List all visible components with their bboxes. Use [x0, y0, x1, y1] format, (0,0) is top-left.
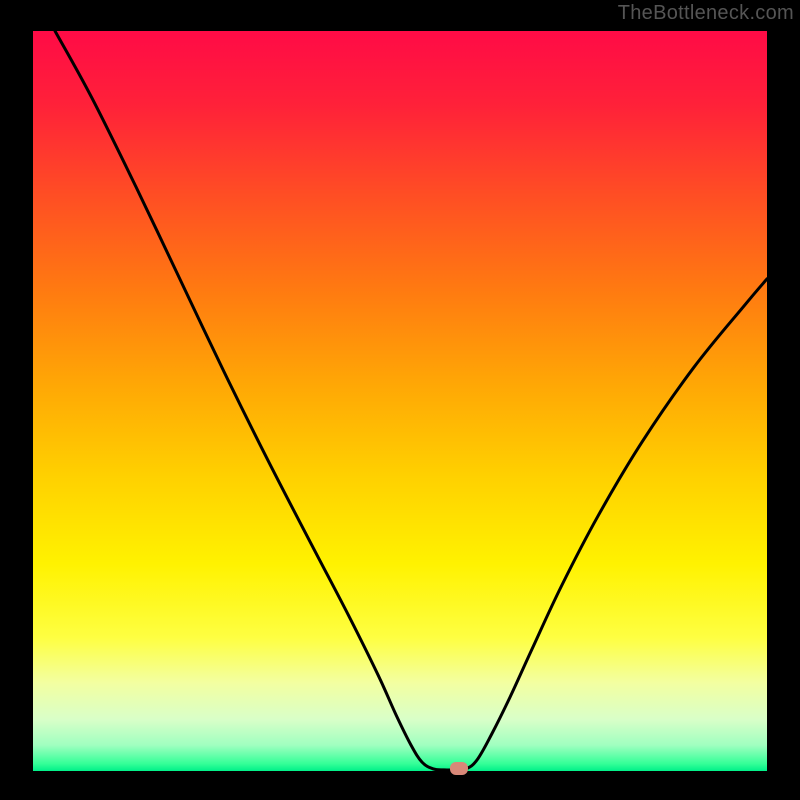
bottleneck-chart: TheBottleneck.com [0, 0, 800, 800]
attribution-text: TheBottleneck.com [618, 2, 794, 25]
optimal-point-marker [450, 762, 468, 775]
curve-path [55, 31, 767, 770]
bottleneck-curve [33, 31, 767, 771]
